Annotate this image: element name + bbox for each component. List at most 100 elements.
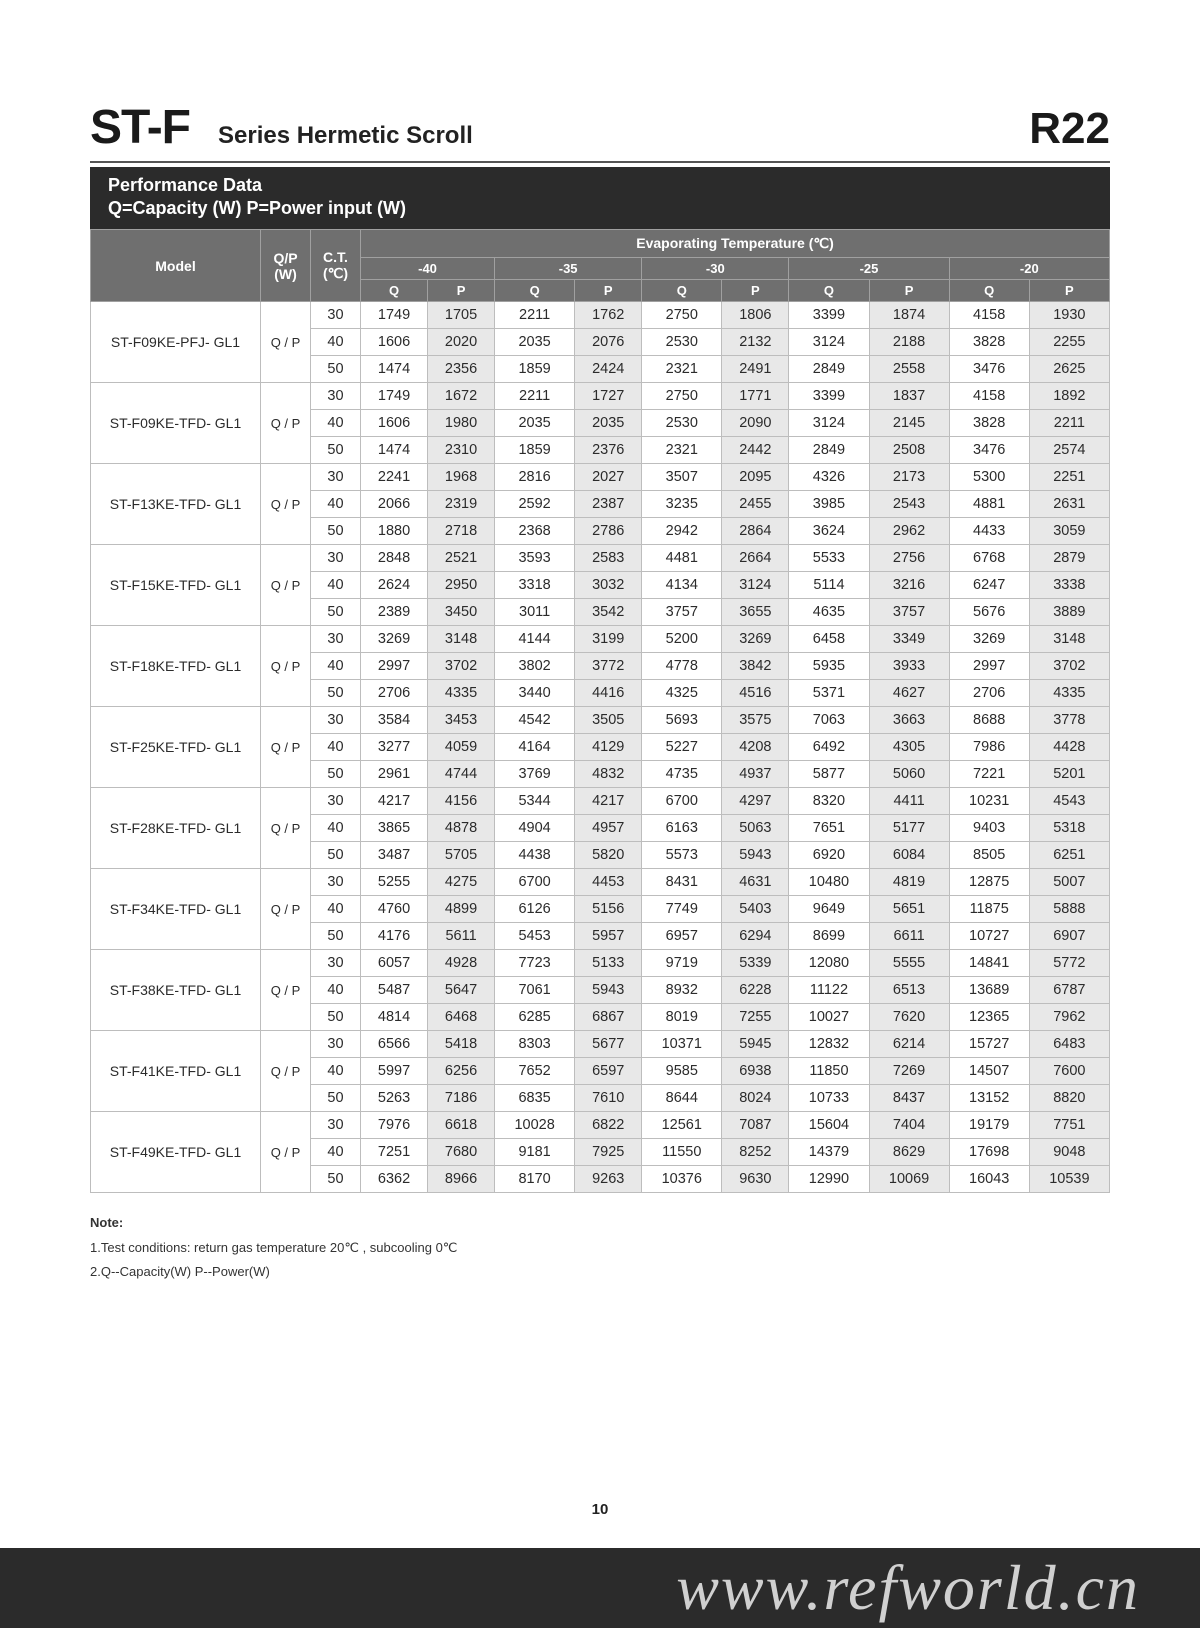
q-value: 1859 <box>495 437 575 464</box>
ct-cell: 40 <box>311 410 361 437</box>
qp-cell: Q / P <box>261 950 311 1031</box>
q-value: 3011 <box>495 599 575 626</box>
model-cell: ST-F25KE-TFD- GL1 <box>91 707 261 788</box>
q-value: 5200 <box>642 626 722 653</box>
ct-cell: 30 <box>311 869 361 896</box>
p-value: 6938 <box>722 1058 789 1085</box>
q-value: 12832 <box>789 1031 869 1058</box>
col-sub-2-p: P <box>722 280 789 302</box>
p-value: 4928 <box>428 950 495 977</box>
q-value: 2848 <box>361 545 428 572</box>
p-value: 3933 <box>869 653 949 680</box>
q-value: 19179 <box>949 1112 1029 1139</box>
page-number: 10 <box>0 1501 1200 1518</box>
p-value: 6611 <box>869 923 949 950</box>
col-model: Model <box>91 230 261 302</box>
q-value: 2368 <box>495 518 575 545</box>
p-value: 3338 <box>1029 572 1109 599</box>
q-value: 5935 <box>789 653 869 680</box>
p-value: 2255 <box>1029 329 1109 356</box>
p-value: 4627 <box>869 680 949 707</box>
q-value: 11550 <box>642 1139 722 1166</box>
q-value: 8303 <box>495 1031 575 1058</box>
q-value: 4433 <box>949 518 1029 545</box>
p-value: 2631 <box>1029 491 1109 518</box>
q-value: 4881 <box>949 491 1029 518</box>
p-value: 2356 <box>428 356 495 383</box>
ct-cell: 30 <box>311 545 361 572</box>
p-value: 6214 <box>869 1031 949 1058</box>
qp-cell: Q / P <box>261 464 311 545</box>
p-value: 1672 <box>428 383 495 410</box>
p-value: 5063 <box>722 815 789 842</box>
q-value: 6768 <box>949 545 1029 572</box>
p-value: 7269 <box>869 1058 949 1085</box>
q-value: 5255 <box>361 869 428 896</box>
q-value: 3593 <box>495 545 575 572</box>
p-value: 5403 <box>722 896 789 923</box>
p-value: 6256 <box>428 1058 495 1085</box>
p-value: 7087 <box>722 1112 789 1139</box>
qp-cell: Q / P <box>261 626 311 707</box>
qp-cell: Q / P <box>261 383 311 464</box>
q-value: 14507 <box>949 1058 1029 1085</box>
q-value: 3624 <box>789 518 869 545</box>
q-value: 5114 <box>789 572 869 599</box>
p-value: 5943 <box>722 842 789 869</box>
p-value: 2664 <box>722 545 789 572</box>
q-value: 2997 <box>361 653 428 680</box>
p-value: 1892 <box>1029 383 1109 410</box>
q-value: 5227 <box>642 734 722 761</box>
q-value: 2530 <box>642 329 722 356</box>
ct-cell: 40 <box>311 329 361 356</box>
p-value: 7186 <box>428 1085 495 1112</box>
p-value: 2188 <box>869 329 949 356</box>
p-value: 5945 <box>722 1031 789 1058</box>
band-line2: Q=Capacity (W) P=Power input (W) <box>108 198 1092 219</box>
table-row: ST-F13KE-TFD- GL1Q / P302241196828162027… <box>91 464 1110 491</box>
q-value: 9181 <box>495 1139 575 1166</box>
col-temp-2: -30 <box>642 258 789 280</box>
p-value: 3453 <box>428 707 495 734</box>
q-value: 12875 <box>949 869 1029 896</box>
q-value: 6700 <box>495 869 575 896</box>
ct-cell: 40 <box>311 1139 361 1166</box>
p-value: 8629 <box>869 1139 949 1166</box>
p-value: 7610 <box>575 1085 642 1112</box>
q-value: 5371 <box>789 680 869 707</box>
p-value: 5133 <box>575 950 642 977</box>
table-row: ST-F15KE-TFD- GL1Q / P302848252135932583… <box>91 545 1110 572</box>
q-value: 8019 <box>642 1004 722 1031</box>
p-value: 2251 <box>1029 464 1109 491</box>
q-value: 8688 <box>949 707 1029 734</box>
p-value: 5156 <box>575 896 642 923</box>
q-value: 3277 <box>361 734 428 761</box>
ct-cell: 50 <box>311 437 361 464</box>
q-value: 5344 <box>495 788 575 815</box>
p-value: 4631 <box>722 869 789 896</box>
ct-cell: 30 <box>311 1031 361 1058</box>
p-value: 4335 <box>1029 680 1109 707</box>
p-value: 7404 <box>869 1112 949 1139</box>
p-value: 5177 <box>869 815 949 842</box>
table-row: ST-F09KE-TFD- GL1Q / P301749167222111727… <box>91 383 1110 410</box>
p-value: 2310 <box>428 437 495 464</box>
q-value: 2706 <box>949 680 1029 707</box>
p-value: 3542 <box>575 599 642 626</box>
p-value: 2376 <box>575 437 642 464</box>
q-value: 2961 <box>361 761 428 788</box>
p-value: 2145 <box>869 410 949 437</box>
p-value: 5651 <box>869 896 949 923</box>
p-value: 2424 <box>575 356 642 383</box>
table-row: ST-F49KE-TFD- GL1Q / P307976661810028682… <box>91 1112 1110 1139</box>
ct-cell: 30 <box>311 626 361 653</box>
ct-cell: 50 <box>311 1085 361 1112</box>
p-value: 5007 <box>1029 869 1109 896</box>
p-value: 4744 <box>428 761 495 788</box>
q-value: 1880 <box>361 518 428 545</box>
p-value: 6468 <box>428 1004 495 1031</box>
q-value: 9649 <box>789 896 869 923</box>
model-cell: ST-F09KE-TFD- GL1 <box>91 383 261 464</box>
ct-cell: 40 <box>311 815 361 842</box>
q-value: 2816 <box>495 464 575 491</box>
